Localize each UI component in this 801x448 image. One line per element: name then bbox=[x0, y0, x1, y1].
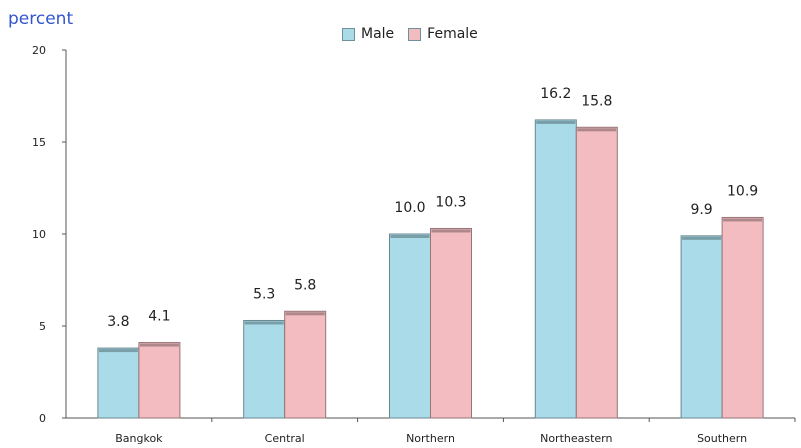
bar-male bbox=[680, 235, 723, 419]
bar-top-bevel bbox=[577, 128, 617, 132]
bar-top-bevel bbox=[682, 236, 722, 240]
bar-female bbox=[575, 126, 618, 419]
data-label-male: 9.9 bbox=[690, 202, 712, 218]
bar-top-bevel bbox=[536, 120, 576, 124]
bar-top-bevel bbox=[139, 343, 179, 347]
data-label-male: 5.3 bbox=[253, 286, 275, 302]
bar-female bbox=[430, 227, 472, 419]
bar-male bbox=[97, 347, 140, 419]
legend-item-female: Female bbox=[408, 26, 478, 42]
y-axis-unit-label: percent bbox=[8, 9, 74, 29]
bar-female bbox=[138, 342, 181, 419]
data-label-male: 16.2 bbox=[540, 86, 571, 102]
x-category-label: Central bbox=[265, 432, 305, 445]
legend-label-female: Female bbox=[427, 26, 478, 42]
x-category-label: Northern bbox=[406, 432, 455, 445]
bar-top-bevel bbox=[98, 349, 138, 353]
legend-label-male: Male bbox=[361, 26, 395, 42]
y-tick-label: 5 bbox=[39, 320, 46, 333]
data-label-male: 3.8 bbox=[107, 314, 129, 330]
bar-top-bevel bbox=[244, 321, 284, 325]
legend-item-male: Male bbox=[342, 26, 394, 42]
bar-top-bevel bbox=[723, 218, 763, 222]
chart-legend: Male Female bbox=[342, 26, 492, 42]
bar-top-bevel bbox=[285, 312, 325, 316]
data-label-female: 5.8 bbox=[294, 277, 316, 293]
y-tick-label: 15 bbox=[32, 136, 46, 149]
data-label-female: 10.9 bbox=[727, 183, 758, 199]
bar-male bbox=[534, 119, 577, 419]
y-tick-label: 20 bbox=[32, 44, 46, 57]
legend-swatch-female bbox=[408, 27, 422, 41]
bar-female bbox=[284, 310, 327, 419]
bar-male bbox=[243, 319, 286, 419]
data-label-male: 10.0 bbox=[394, 200, 425, 216]
bar-female bbox=[721, 216, 764, 419]
bar-male bbox=[389, 233, 431, 419]
bar-top-bevel bbox=[431, 229, 471, 233]
x-category-label: Bangkok bbox=[115, 432, 163, 445]
legend-swatch-male bbox=[342, 27, 355, 41]
y-tick-label: 10 bbox=[32, 228, 46, 241]
data-label-female: 15.8 bbox=[581, 93, 612, 109]
y-tick-label: 0 bbox=[39, 412, 46, 425]
x-category-label: Northeastern bbox=[540, 432, 612, 445]
bar-top-bevel bbox=[390, 235, 430, 238]
data-label-female: 4.1 bbox=[148, 309, 170, 325]
x-category-label: Southern bbox=[697, 432, 747, 445]
data-label-female: 10.3 bbox=[435, 194, 466, 210]
